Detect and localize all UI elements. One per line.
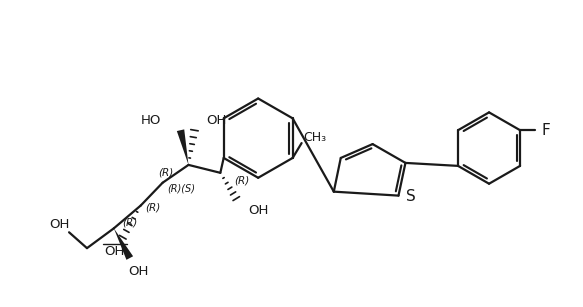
Text: (R): (R): [122, 217, 137, 227]
Text: S: S: [406, 189, 416, 204]
Text: (R)(S): (R)(S): [167, 184, 195, 194]
Text: OH: OH: [128, 266, 149, 278]
Polygon shape: [114, 228, 133, 260]
Text: OH: OH: [49, 218, 69, 231]
Polygon shape: [177, 129, 188, 165]
Text: (R): (R): [234, 176, 250, 186]
Text: (R): (R): [159, 168, 174, 178]
Text: (R): (R): [146, 203, 161, 212]
Text: OH: OH: [105, 245, 125, 258]
Text: OH: OH: [206, 114, 227, 127]
Text: F: F: [542, 123, 551, 138]
Text: HO: HO: [141, 114, 161, 127]
Text: CH₃: CH₃: [304, 131, 326, 144]
Text: OH: OH: [248, 204, 269, 217]
